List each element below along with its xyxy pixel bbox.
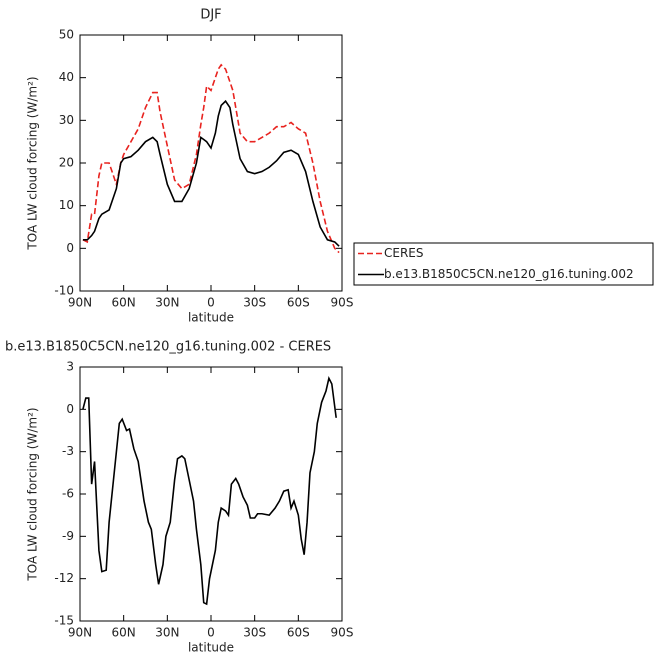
x-tick-label: 90S — [331, 626, 354, 640]
x-tick-label: 30S — [243, 296, 266, 310]
y-tick-label: 3 — [66, 360, 74, 374]
x-tick-label: 30N — [155, 296, 179, 310]
y-tick-label: -12 — [54, 571, 74, 585]
x-tick-label: 60S — [287, 626, 310, 640]
chart-title: DJF — [200, 8, 221, 23]
x-axis-label: latitude — [188, 641, 234, 655]
x-tick-label: 0 — [207, 296, 215, 310]
series-line — [82, 375, 337, 606]
y-axis-label: TOA LW cloud forcing (W/m²) — [26, 407, 40, 581]
legend-label: b.e13.B1850C5CN.ne120_g16.tuning.002 — [384, 267, 634, 281]
plot-frame — [79, 366, 343, 622]
x-tick-label: 60S — [287, 296, 310, 310]
x-tick-label: 30N — [155, 626, 179, 640]
y-tick-label: 20 — [59, 156, 74, 170]
y-axis-label: TOA LW cloud forcing (W/m²) — [26, 76, 40, 250]
x-tick-label: 60N — [112, 296, 136, 310]
x-tick-label: 90S — [331, 296, 354, 310]
y-tick-label: -6 — [62, 487, 74, 501]
x-tick-label: 60N — [112, 626, 136, 640]
y-tick-label: -3 — [62, 444, 74, 458]
x-tick-label: 0 — [207, 626, 215, 640]
x-tick-label: 30S — [243, 626, 266, 640]
y-tick-label: 40 — [59, 70, 74, 84]
y-tick-label: 10 — [59, 198, 74, 212]
chart-title: b.e13.B1850C5CN.ne120_g16.tuning.002 - C… — [5, 340, 331, 355]
y-tick-label: -10 — [54, 284, 74, 298]
x-tick-label: 90N — [68, 296, 92, 310]
x-tick-label: 90N — [68, 626, 92, 640]
x-axis-label: latitude — [188, 311, 234, 325]
y-tick-label: -9 — [62, 529, 74, 543]
y-tick-label: 50 — [59, 28, 74, 42]
legend-box — [353, 242, 654, 286]
y-tick-label: 0 — [66, 402, 74, 416]
legend-label: CERES — [384, 246, 424, 260]
y-tick-label: 0 — [66, 241, 74, 255]
series-line — [82, 99, 340, 247]
y-tick-label: 30 — [59, 113, 74, 127]
y-tick-label: -15 — [54, 614, 74, 628]
